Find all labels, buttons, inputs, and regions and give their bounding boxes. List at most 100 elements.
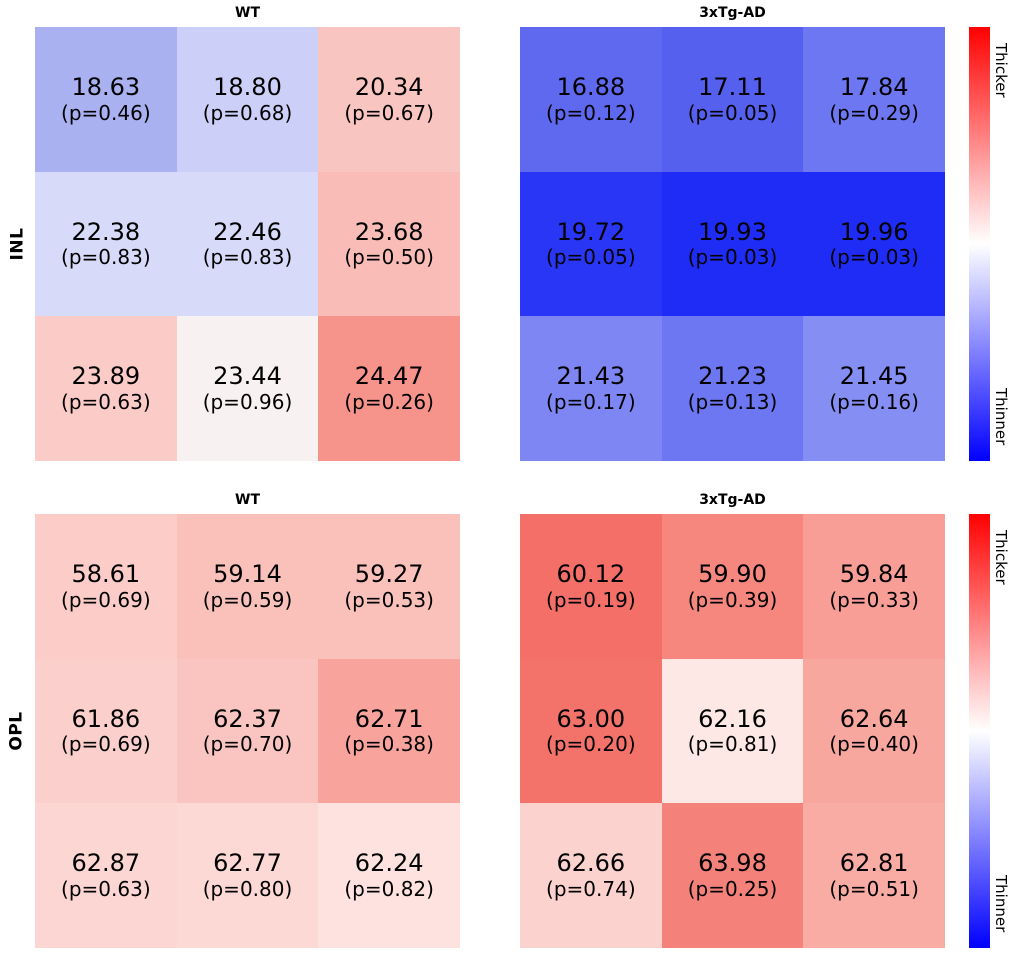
cell-pvalue: (p=0.46) — [61, 100, 151, 125]
cell-pvalue: (p=0.39) — [687, 587, 778, 612]
cell-pvalue: (p=0.03) — [687, 245, 778, 270]
colorbar-gradient — [969, 514, 990, 948]
heatmap-cell: 58.61 (p=0.69) — [35, 514, 177, 659]
heatmap-cell: 62.64 (p=0.40) — [803, 658, 945, 804]
colorbar-thinner-label: Thinner — [992, 387, 1010, 445]
heatmap-cell: 18.80 (p=0.68) — [176, 27, 319, 172]
heatmap-cell: 62.24 (p=0.82) — [318, 803, 460, 948]
cell-value: 62.71 — [354, 704, 424, 733]
colorbar-thinner-label: Thinner — [992, 874, 1010, 932]
cell-value: 20.34 — [354, 73, 424, 102]
row-label-inl-wrap: INL — [0, 27, 34, 461]
cell-value: 17.11 — [698, 73, 767, 102]
cell-value: 62.37 — [213, 704, 282, 733]
heatmap-cell: 23.89 (p=0.63) — [35, 316, 177, 461]
heatmap-cell: 19.96 (p=0.03) — [803, 171, 945, 317]
heatmap-cell: 21.45 (p=0.16) — [803, 316, 945, 461]
cell-value: 18.63 — [71, 73, 141, 102]
cell-value: 62.16 — [698, 704, 767, 733]
heatmap-title-opl-wt: WT — [235, 492, 260, 508]
cell-pvalue: (p=0.40) — [829, 732, 919, 757]
row-label-opl: OPL — [7, 711, 27, 751]
cell-value: 23.68 — [354, 217, 424, 246]
cell-value: 59.90 — [698, 560, 767, 589]
heatmap-cell: 62.66 (p=0.74) — [520, 803, 662, 948]
colorbar-gradient — [969, 27, 990, 461]
cell-value: 60.12 — [556, 560, 626, 589]
cell-pvalue: (p=0.29) — [829, 100, 919, 125]
cell-pvalue: (p=0.69) — [61, 732, 151, 757]
heatmap-cell: 24.47 (p=0.26) — [318, 316, 460, 461]
heatmap-cell: 63.00 (p=0.20) — [520, 658, 662, 804]
cell-value: 18.80 — [213, 73, 282, 102]
heatmap-cell: 59.14 (p=0.59) — [176, 514, 319, 659]
cell-pvalue: (p=0.82) — [344, 876, 434, 901]
cell-pvalue: (p=0.96) — [202, 389, 293, 414]
cell-pvalue: (p=0.12) — [546, 100, 636, 125]
cell-value: 63.00 — [556, 704, 626, 733]
cell-pvalue: (p=0.63) — [61, 876, 151, 901]
cell-value: 23.89 — [71, 362, 141, 391]
cell-pvalue: (p=0.20) — [546, 732, 636, 757]
heatmap-cell: 22.46 (p=0.83) — [176, 171, 319, 317]
heatmap-cell: 17.11 (p=0.05) — [661, 27, 804, 172]
cell-pvalue: (p=0.67) — [344, 100, 434, 125]
cell-value: 62.64 — [839, 704, 909, 733]
heatmap-inl-wt: 18.63 (p=0.46) 18.80 (p=0.68) 20.34 (p=0.67) 2… — [35, 27, 460, 461]
cell-value: 22.46 — [213, 217, 282, 246]
cell-pvalue: (p=0.17) — [546, 389, 636, 414]
cell-pvalue: (p=0.81) — [687, 732, 778, 757]
cell-value: 62.87 — [71, 849, 141, 878]
cell-value: 59.84 — [839, 560, 909, 589]
cell-value: 21.23 — [698, 362, 767, 391]
cell-pvalue: (p=0.51) — [829, 876, 919, 901]
heatmap-cell: 22.38 (p=0.83) — [35, 171, 177, 317]
heatmap-cell: 21.23 (p=0.13) — [661, 316, 804, 461]
cell-pvalue: (p=0.63) — [61, 389, 151, 414]
cell-pvalue: (p=0.70) — [202, 732, 293, 757]
cell-pvalue: (p=0.05) — [687, 100, 778, 125]
cell-value: 21.43 — [556, 362, 626, 391]
cell-pvalue: (p=0.13) — [687, 389, 778, 414]
cell-value: 23.44 — [213, 362, 282, 391]
heatmap-cell: 23.44 (p=0.96) — [176, 316, 319, 461]
row-label-opl-wrap: OPL — [0, 514, 34, 948]
heatmap-cell: 16.88 (p=0.12) — [520, 27, 662, 172]
cell-pvalue: (p=0.16) — [829, 389, 919, 414]
cell-pvalue: (p=0.38) — [344, 732, 434, 757]
cell-value: 21.45 — [839, 362, 909, 391]
heatmap-cell: 59.27 (p=0.53) — [318, 514, 460, 659]
cell-pvalue: (p=0.26) — [344, 389, 434, 414]
heatmap-cell: 18.63 (p=0.46) — [35, 27, 177, 172]
cell-pvalue: (p=0.83) — [61, 245, 151, 270]
heatmap-cell: 62.37 (p=0.70) — [176, 658, 319, 804]
heatmap-cell: 62.16 (p=0.81) — [661, 658, 804, 804]
heatmap-cell: 63.98 (p=0.25) — [661, 803, 804, 948]
cell-pvalue: (p=0.69) — [61, 587, 151, 612]
cell-value: 17.84 — [839, 73, 909, 102]
colorbar-bottom: Thicker Thinner — [969, 514, 1019, 948]
heatmap-cell: 23.68 (p=0.50) — [318, 171, 460, 317]
cell-value: 16.88 — [556, 73, 626, 102]
cell-pvalue: (p=0.53) — [344, 587, 434, 612]
cell-pvalue: (p=0.74) — [546, 876, 636, 901]
cell-pvalue: (p=0.05) — [546, 245, 636, 270]
heatmap-cell: 62.81 (p=0.51) — [803, 803, 945, 948]
heatmap-opl-wt: 58.61 (p=0.69) 59.14 (p=0.59) 59.27 (p=0.53) 6… — [35, 514, 460, 948]
heatmap-cell: 62.77 (p=0.80) — [176, 803, 319, 948]
heatmap-cell: 20.34 (p=0.67) — [318, 27, 460, 172]
row-label-inl: INL — [6, 227, 27, 261]
heatmap-cell: 21.43 (p=0.17) — [520, 316, 662, 461]
cell-pvalue: (p=0.19) — [546, 587, 636, 612]
cell-pvalue: (p=0.59) — [202, 587, 293, 612]
colorbar-thicker-label: Thicker — [992, 530, 1010, 585]
cell-value: 19.72 — [556, 217, 626, 246]
cell-value: 19.96 — [839, 217, 909, 246]
cell-value: 62.77 — [213, 849, 282, 878]
cell-value: 63.98 — [698, 849, 767, 878]
heatmap-cell: 19.93 (p=0.03) — [661, 171, 804, 317]
cell-value: 62.24 — [354, 849, 424, 878]
cell-pvalue: (p=0.25) — [687, 876, 778, 901]
cell-value: 24.47 — [354, 362, 424, 391]
